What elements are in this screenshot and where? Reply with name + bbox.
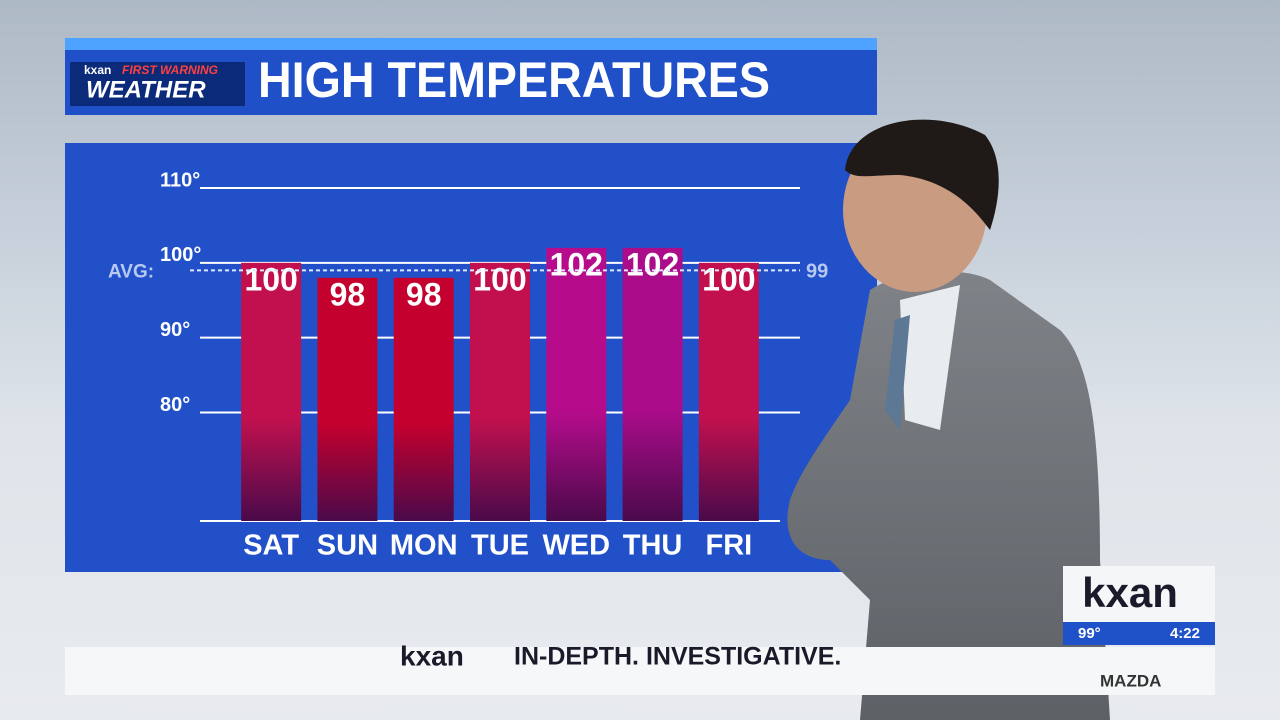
x-tick-label: TUE <box>471 530 529 562</box>
ticker-station: kxan <box>400 640 464 671</box>
logo-tagline: FIRST WARNING <box>122 63 218 77</box>
y-tick-label: 100° <box>160 244 201 266</box>
x-tick-label: SAT <box>243 530 299 562</box>
average-value: 99 <box>806 261 828 283</box>
value-label: 100 <box>244 261 297 297</box>
bug-temperature: 99° <box>1078 625 1101 642</box>
ticker-text: IN-DEPTH. INVESTIGATIVE. <box>514 643 841 671</box>
bug-strip <box>1063 622 1215 645</box>
y-tick-label: 80° <box>160 394 190 416</box>
title-accent <box>65 38 877 50</box>
bar <box>622 247 683 521</box>
bug-station: kxan <box>1082 569 1178 616</box>
logo-segment: WEATHER <box>86 76 206 103</box>
bar <box>470 262 530 521</box>
logo-station: kxan <box>84 63 111 77</box>
bug-panel <box>1063 566 1215 622</box>
ticker-bar <box>65 647 1215 695</box>
x-tick-label: SUN <box>317 530 378 562</box>
value-label: 102 <box>626 246 679 282</box>
bar <box>241 262 302 521</box>
y-tick-label: 110° <box>160 169 200 191</box>
value-label: 98 <box>330 276 366 312</box>
x-tick-label: FRI <box>705 530 752 562</box>
presenter <box>787 119 1110 720</box>
x-tick-label: WED <box>542 530 610 562</box>
chart-title: HIGH TEMPERATURES <box>258 52 770 108</box>
value-label: 100 <box>702 261 755 297</box>
ticker-sponsor: MAZDA <box>1100 671 1161 690</box>
bar <box>546 247 607 521</box>
value-label: 102 <box>550 246 603 282</box>
bar <box>393 277 454 521</box>
y-tick-label: 90° <box>160 319 190 341</box>
bar <box>317 277 378 521</box>
average-label: AVG: <box>108 261 154 282</box>
bug-time: 4:22 <box>1170 625 1200 642</box>
x-tick-label: MON <box>390 530 458 562</box>
value-label: 100 <box>473 261 526 297</box>
value-label: 98 <box>406 276 442 312</box>
x-tick-label: THU <box>623 530 683 562</box>
logo-box <box>70 62 245 106</box>
bar <box>698 262 759 521</box>
